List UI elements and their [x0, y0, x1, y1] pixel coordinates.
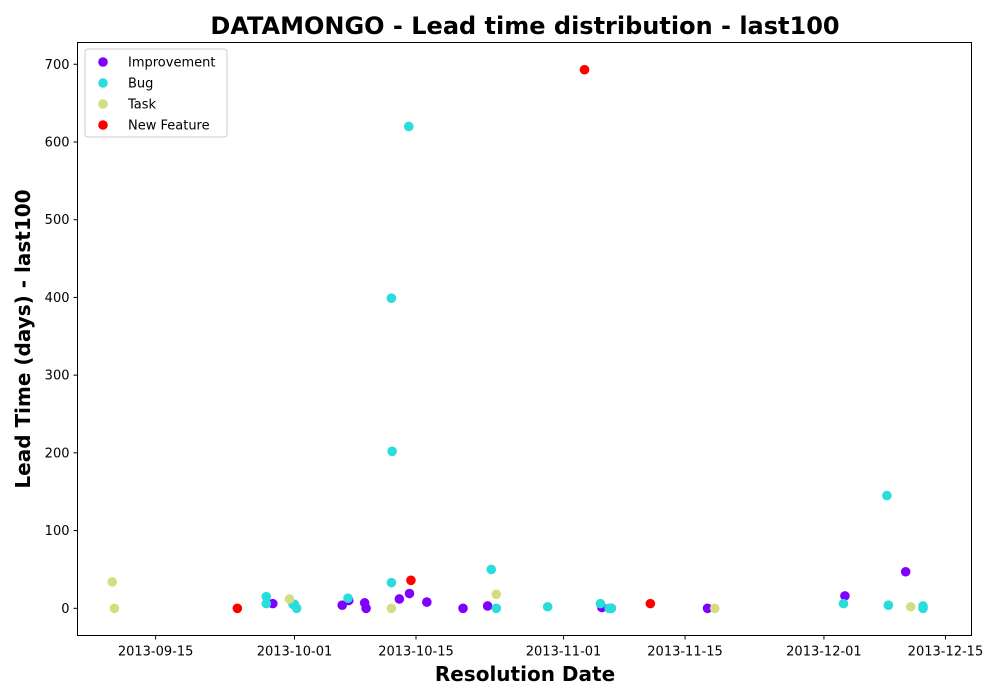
point-new-feature: [232, 603, 243, 614]
point-bug: [918, 603, 928, 614]
point-new-feature: [579, 64, 590, 75]
point-bug: [542, 601, 553, 612]
point-bug: [882, 490, 892, 501]
point-improvement: [361, 603, 371, 614]
point-new-feature: [406, 575, 416, 586]
point-improvement: [422, 597, 432, 607]
point-bug: [491, 603, 502, 614]
y-tick-label: 500: [45, 213, 70, 228]
x-tick-label: 2013-11-15: [647, 645, 723, 660]
x-tick-label: 2013-11-01: [526, 645, 602, 660]
point-bug: [403, 121, 414, 132]
y-tick-label: 400: [45, 291, 70, 306]
legend: Improvement Bug Task New Feature: [84, 48, 228, 138]
point-bug: [343, 593, 353, 603]
point-improvement: [394, 594, 405, 604]
point-bug: [386, 293, 397, 303]
point-bug: [261, 598, 272, 609]
point-bug: [386, 577, 397, 588]
point-task: [905, 601, 916, 612]
point-task: [386, 603, 397, 614]
x-tick-label: 2013-09-15: [118, 645, 194, 660]
x-axis: 2013-09-15 2013-10-01 2013-10-15 2013-11-01…: [118, 635, 984, 660]
point-improvement: [404, 588, 415, 599]
point-improvement: [482, 601, 493, 611]
y-tick-label: 200: [45, 446, 70, 461]
point-bug: [883, 600, 894, 610]
point-improvement: [840, 591, 850, 601]
point-task: [284, 594, 295, 604]
point-new-feature: [645, 598, 656, 609]
legend-marker: [98, 78, 108, 88]
x-tick-label: 2013-12-01: [786, 645, 862, 660]
y-tick-label: 600: [45, 135, 70, 150]
y-tick-label: 700: [45, 58, 70, 73]
legend-marker: [98, 99, 108, 109]
point-bug: [291, 603, 302, 614]
point-improvement: [900, 566, 911, 577]
x-tick-label: 2013-12-15: [908, 645, 984, 660]
y-tick-label: 0: [61, 602, 69, 617]
y-axis: 0 100 200 300 400 500 600 700: [45, 58, 78, 617]
point-bug: [838, 598, 849, 609]
y-tick-label: 100: [45, 524, 70, 539]
plot-area-frame: [77, 42, 972, 636]
legend-label: New Feature: [128, 119, 210, 134]
point-bug: [486, 564, 497, 575]
point-task: [109, 603, 120, 614]
legend-box: [84, 48, 228, 138]
y-axis-label: Lead Time (days) - last100: [11, 189, 35, 488]
x-tick-label: 2013-10-15: [378, 645, 454, 660]
point-task: [107, 577, 118, 587]
point-improvement: [702, 603, 713, 614]
point-task: [491, 589, 502, 600]
data-points: [107, 64, 928, 614]
legend-label: Task: [127, 98, 157, 113]
legend-label: Bug: [128, 77, 153, 92]
chart-title: DATAMONGO - Lead time distribution - las…: [210, 12, 839, 40]
point-bug: [606, 603, 617, 614]
legend-marker: [98, 57, 108, 67]
point-task: [709, 603, 720, 614]
point-improvement: [458, 603, 468, 614]
x-axis-label: Resolution Date: [435, 662, 615, 686]
point-bug: [261, 591, 272, 602]
legend-label: Improvement: [128, 56, 215, 71]
y-tick-label: 300: [45, 369, 70, 384]
x-tick-label: 2013-10-01: [257, 645, 333, 660]
point-bug: [387, 446, 397, 457]
point-bug: [595, 598, 606, 609]
legend-marker: [98, 120, 108, 130]
